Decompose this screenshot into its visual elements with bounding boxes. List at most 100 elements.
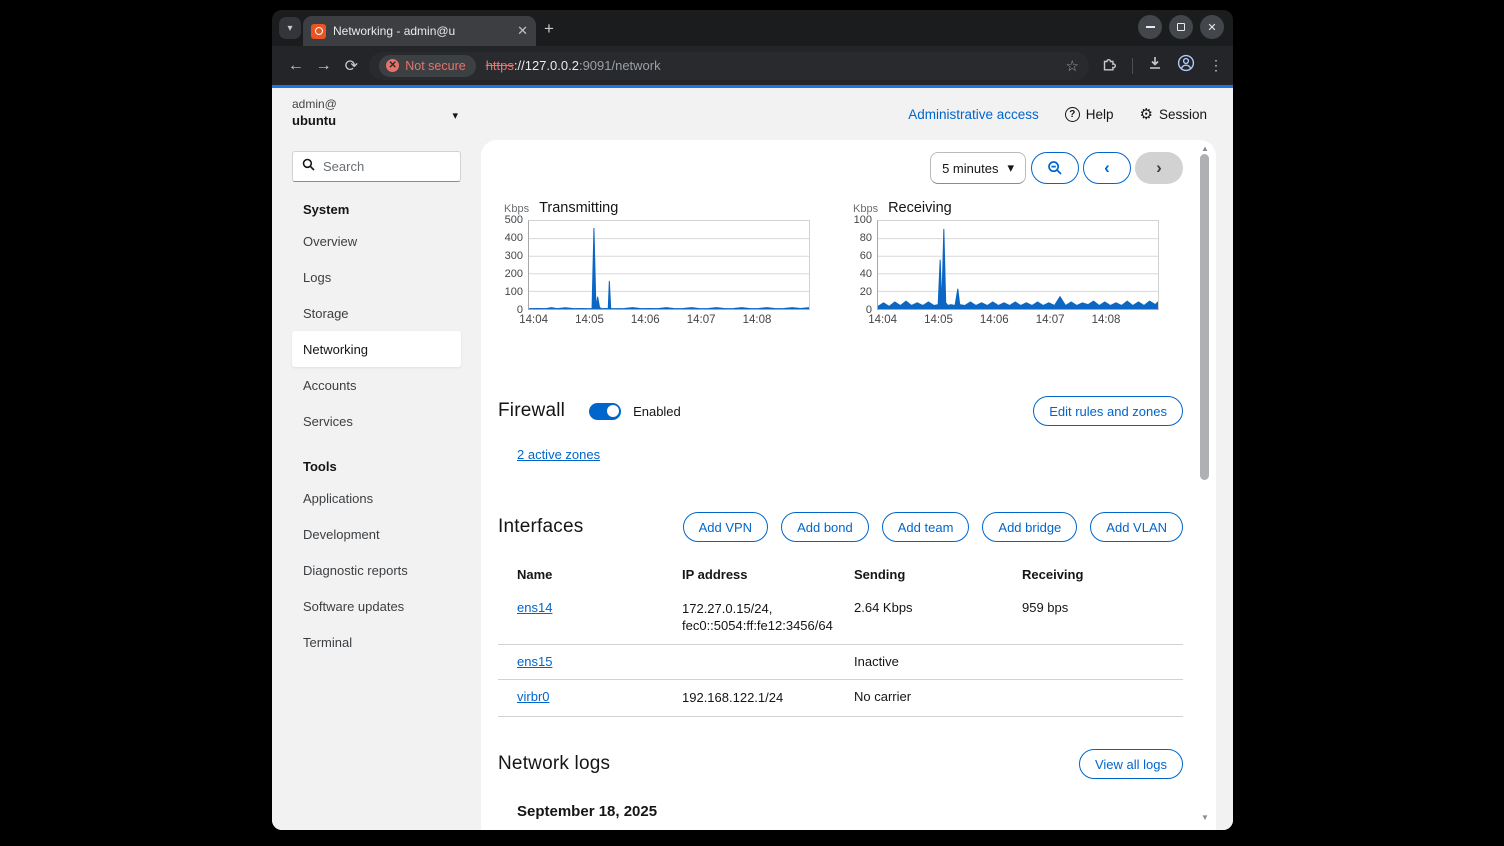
add-vlan-button[interactable]: Add VLAN bbox=[1090, 512, 1183, 542]
col-ip: IP address bbox=[682, 567, 748, 582]
window-maximize-button[interactable] bbox=[1169, 15, 1193, 39]
sidebar-item-accounts[interactable]: Accounts bbox=[303, 377, 357, 393]
address-bar[interactable]: ✕ Not secure https://127.0.0.2:9091/netw… bbox=[369, 51, 1089, 80]
graph-back-button[interactable]: ‹ bbox=[1083, 152, 1131, 184]
sidebar-search[interactable] bbox=[292, 151, 461, 182]
forward-button[interactable]: → bbox=[315, 56, 332, 74]
new-tab-button[interactable]: + bbox=[544, 19, 554, 38]
sidebar-item-software-updates[interactable]: Software updates bbox=[303, 598, 405, 614]
sending-cell: No carrier bbox=[854, 689, 912, 704]
back-button[interactable]: ← bbox=[287, 56, 304, 74]
scroll-down-icon[interactable]: ▼ bbox=[1201, 813, 1209, 822]
not-secure-label: Not secure bbox=[405, 58, 466, 73]
sidebar-item-networking[interactable]: Networking bbox=[292, 331, 461, 367]
url-scheme: https bbox=[485, 58, 514, 73]
user-name: admin@ bbox=[292, 97, 337, 111]
theme-accent-line bbox=[272, 85, 1233, 88]
tab-close-icon[interactable]: ✕ bbox=[517, 23, 528, 38]
transmitting-x-axis: 14:04 14:05 14:06 14:07 14:08 bbox=[519, 314, 772, 326]
chevron-left-icon: ‹ bbox=[1104, 158, 1110, 177]
receiving-plot bbox=[877, 220, 1159, 310]
interval-select[interactable]: 5 minutes ▾ bbox=[930, 152, 1026, 184]
browser-tab[interactable]: Networking - admin@u ✕ bbox=[303, 16, 536, 46]
chevron-down-icon: ▾ bbox=[287, 22, 293, 34]
ip-cell: 172.27.0.15/24, fec0::5054:ff:fe12:3456/6… bbox=[682, 601, 833, 633]
scrollbar-thumb[interactable] bbox=[1200, 154, 1209, 480]
masthead: Administrative access ? Help ⚙ Session bbox=[481, 88, 1233, 140]
transmitting-unit: Kbps bbox=[504, 203, 530, 215]
interface-link-virbr0[interactable]: virbr0 bbox=[517, 689, 550, 704]
zoom-out-icon bbox=[1048, 161, 1062, 175]
networking-card: 5 minutes ▾ ‹ › Kbps Transmitting bbox=[481, 140, 1216, 830]
bookmark-star-icon[interactable]: ☆ bbox=[1065, 57, 1079, 75]
zoom-out-button[interactable] bbox=[1031, 152, 1079, 184]
transmitting-chart: Kbps Transmitting 0 100 200 300 400 500 14:04… bbox=[498, 200, 810, 332]
browser-toolbar: ← → ⟳ ✕ Not secure https://127.0.0.2:909… bbox=[272, 46, 1233, 85]
nav-section-system: System bbox=[303, 202, 350, 217]
sidebar-item-storage[interactable]: Storage bbox=[303, 305, 349, 321]
table-row: ens15 Inactive bbox=[498, 645, 1183, 680]
active-zones-link[interactable]: 2 active zones bbox=[517, 447, 601, 462]
sidebar-item-terminal[interactable]: Terminal bbox=[303, 634, 353, 650]
cockpit-page: admin@ ubuntu ▾ System Overview Logs Sto… bbox=[272, 88, 1233, 830]
administrative-access-link[interactable]: Administrative access bbox=[908, 106, 1039, 122]
search-input[interactable] bbox=[323, 159, 451, 174]
window-close-button[interactable]: ✕ bbox=[1200, 15, 1224, 39]
extensions-puzzle-icon[interactable] bbox=[1101, 55, 1118, 77]
add-bond-button[interactable]: Add bond bbox=[781, 512, 869, 542]
close-icon: ✕ bbox=[1207, 21, 1217, 34]
network-logs-title: Network logs bbox=[498, 753, 611, 774]
nav-section-tools: Tools bbox=[303, 459, 337, 474]
toggle-knob bbox=[606, 405, 619, 417]
sidebar-item-services[interactable]: Services bbox=[303, 413, 353, 429]
sending-cell: 2.64 Kbps bbox=[854, 600, 913, 615]
add-vpn-button[interactable]: Add VPN bbox=[682, 512, 769, 542]
scroll-up-icon[interactable]: ▲ bbox=[1201, 144, 1209, 153]
search-icon bbox=[302, 158, 315, 176]
window-minimize-button[interactable] bbox=[1138, 15, 1162, 39]
view-all-logs-button[interactable]: View all logs bbox=[1078, 749, 1183, 779]
graph-forward-button[interactable]: › bbox=[1135, 152, 1183, 184]
ubuntu-favicon-icon bbox=[311, 23, 326, 39]
minimize-icon bbox=[1145, 26, 1155, 28]
sidebar-item-logs[interactable]: Logs bbox=[303, 269, 332, 285]
sidebar-item-development[interactable]: Development bbox=[303, 526, 380, 542]
sidebar-item-overview[interactable]: Overview bbox=[303, 233, 358, 249]
transmitting-title: Transmitting bbox=[539, 200, 619, 216]
sidebar-item-applications[interactable]: Applications bbox=[303, 490, 374, 506]
firewall-section: Firewall Enabled Edit rules and zones 2 … bbox=[498, 396, 1183, 462]
interfaces-title: Interfaces bbox=[498, 516, 584, 537]
receiving-cell: 959 bps bbox=[1022, 600, 1069, 615]
add-team-button[interactable]: Add team bbox=[881, 512, 970, 542]
sidebar-nav: System Overview Logs Storage Networking … bbox=[272, 202, 481, 660]
url-host: ://127.0.0.2 bbox=[513, 58, 579, 73]
reload-button[interactable]: ⟳ bbox=[344, 57, 359, 75]
download-icon[interactable] bbox=[1147, 55, 1163, 76]
page-scrollbar[interactable]: ▲ ▼ bbox=[1199, 144, 1211, 822]
edit-rules-zones-button[interactable]: Edit rules and zones bbox=[1033, 396, 1183, 426]
interface-link-ens14[interactable]: ens14 bbox=[517, 600, 553, 615]
tab-search-button[interactable]: ▾ bbox=[279, 17, 301, 39]
session-menu[interactable]: ⚙ Session bbox=[1140, 107, 1207, 122]
interval-value: 5 minutes bbox=[942, 160, 999, 176]
url-text: https://127.0.0.2:9091/network bbox=[486, 58, 1056, 73]
sidebar: admin@ ubuntu ▾ System Overview Logs Sto… bbox=[272, 88, 481, 830]
help-menu[interactable]: ? Help bbox=[1064, 106, 1114, 122]
network-charts: Kbps Transmitting 0 100 200 300 400 500 14:04… bbox=[498, 200, 1183, 332]
not-secure-badge[interactable]: ✕ Not secure bbox=[379, 54, 476, 77]
col-name: Name bbox=[517, 567, 553, 582]
interface-link-ens15[interactable]: ens15 bbox=[517, 654, 553, 669]
add-bridge-button[interactable]: Add bridge bbox=[982, 512, 1078, 542]
table-row: virbr0 192.168.122.1/24 No carrier bbox=[498, 680, 1183, 717]
transmitting-y-axis: 0 100 200 300 400 500 bbox=[504, 214, 523, 316]
browser-menu-kebab-icon[interactable]: ⋮ bbox=[1209, 57, 1223, 73]
profile-avatar-icon[interactable] bbox=[1177, 54, 1195, 77]
firewall-toggle[interactable] bbox=[589, 402, 622, 420]
main-area: Administrative access ? Help ⚙ Session 5… bbox=[481, 88, 1233, 830]
firewall-state: Enabled bbox=[633, 403, 681, 419]
receiving-chart: Kbps Receiving 0 20 40 60 80 100 14:04 14:05 14… bbox=[847, 200, 1159, 332]
sidebar-item-diagnostic-reports[interactable]: Diagnostic reports bbox=[303, 562, 408, 578]
host-switcher[interactable]: admin@ ubuntu ▾ bbox=[292, 97, 461, 128]
col-sending: Sending bbox=[854, 567, 906, 582]
receiving-title: Receiving bbox=[888, 200, 952, 216]
